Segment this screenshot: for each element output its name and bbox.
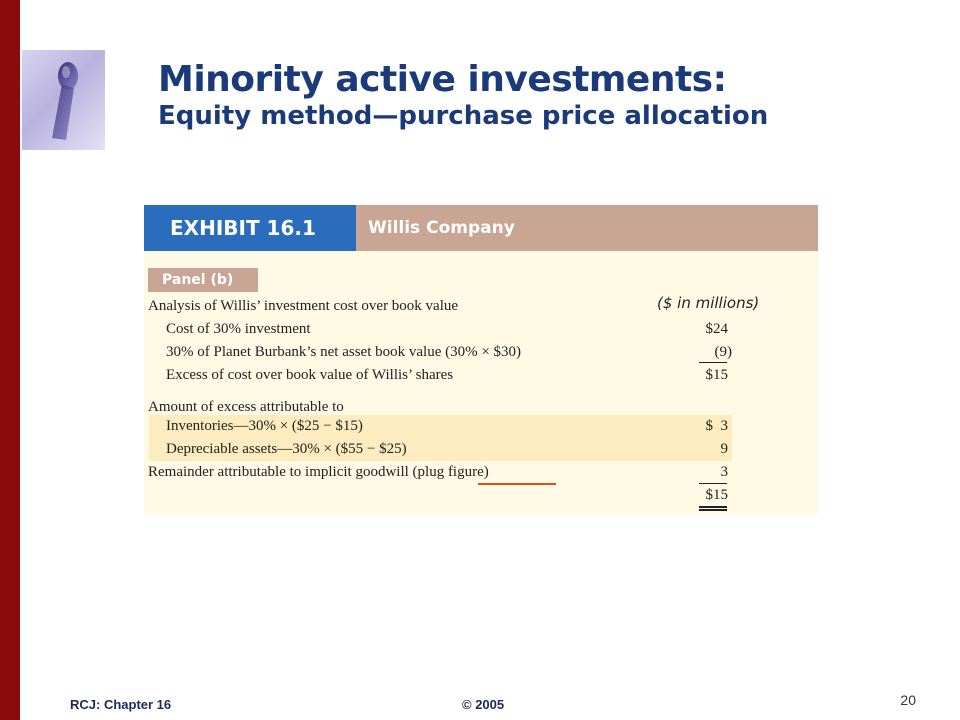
total-rule — [699, 483, 727, 484]
left-accent-bar — [0, 0, 20, 720]
row-amount-inventories: $ 3 — [705, 418, 729, 434]
double-underline-top — [699, 506, 727, 508]
row-label-excess: Excess of cost over book value of Willis… — [166, 367, 454, 383]
exhibit-company: Willis Company — [368, 218, 515, 238]
row-label-cost: Cost of 30% investment — [166, 321, 311, 337]
row-label-attributable: Amount of excess attributable to — [148, 399, 344, 415]
row-amount-excess: $15 — [705, 367, 729, 383]
slide-subtitle: Equity method—purchase price allocation — [158, 101, 769, 131]
row-label-goodwill: Remainder attributable to implicit goodw… — [148, 464, 489, 480]
footer-copyright: © 2005 — [462, 697, 505, 712]
row-label-depreciable: Depreciable assets—30% × ($55 − $25) — [166, 441, 407, 457]
row-amount-book-value: (9) — [714, 344, 733, 360]
row-amount-cost: $24 — [705, 321, 729, 337]
exhibit-panel: EXHIBIT 16.1 Willis Company Panel (b) ($… — [144, 205, 818, 515]
footer-chapter: RCJ: Chapter 16 — [70, 697, 172, 712]
plug-figure-underline — [478, 483, 556, 485]
row-label-inventories: Inventories—30% × ($25 − $15) — [166, 418, 363, 434]
exhibit-header: EXHIBIT 16.1 Willis Company — [144, 205, 818, 251]
keyhole-logo-icon — [22, 50, 105, 150]
exhibit-label: EXHIBIT 16.1 — [144, 205, 356, 251]
row-amount-depreciable: 9 — [720, 441, 729, 457]
row-amount-goodwill: 3 — [720, 464, 729, 480]
row-label-book-value: 30% of Planet Burbank’s net asset book v… — [166, 344, 522, 360]
page-number: 20 — [900, 692, 916, 708]
subtotal-rule — [699, 362, 727, 363]
units-label: ($ in millions) — [657, 294, 760, 312]
slide-title: Minority active investments: — [158, 59, 727, 100]
slide-title-block: Minority active investments: Equity meth… — [158, 60, 768, 132]
panel-badge: Panel (b) — [148, 268, 258, 292]
row-label-analysis: Analysis of Willis’ investment cost over… — [148, 298, 459, 314]
row-amount-total: $15 — [705, 487, 729, 503]
double-underline-bottom — [699, 509, 727, 511]
highlight-band — [149, 415, 732, 461]
